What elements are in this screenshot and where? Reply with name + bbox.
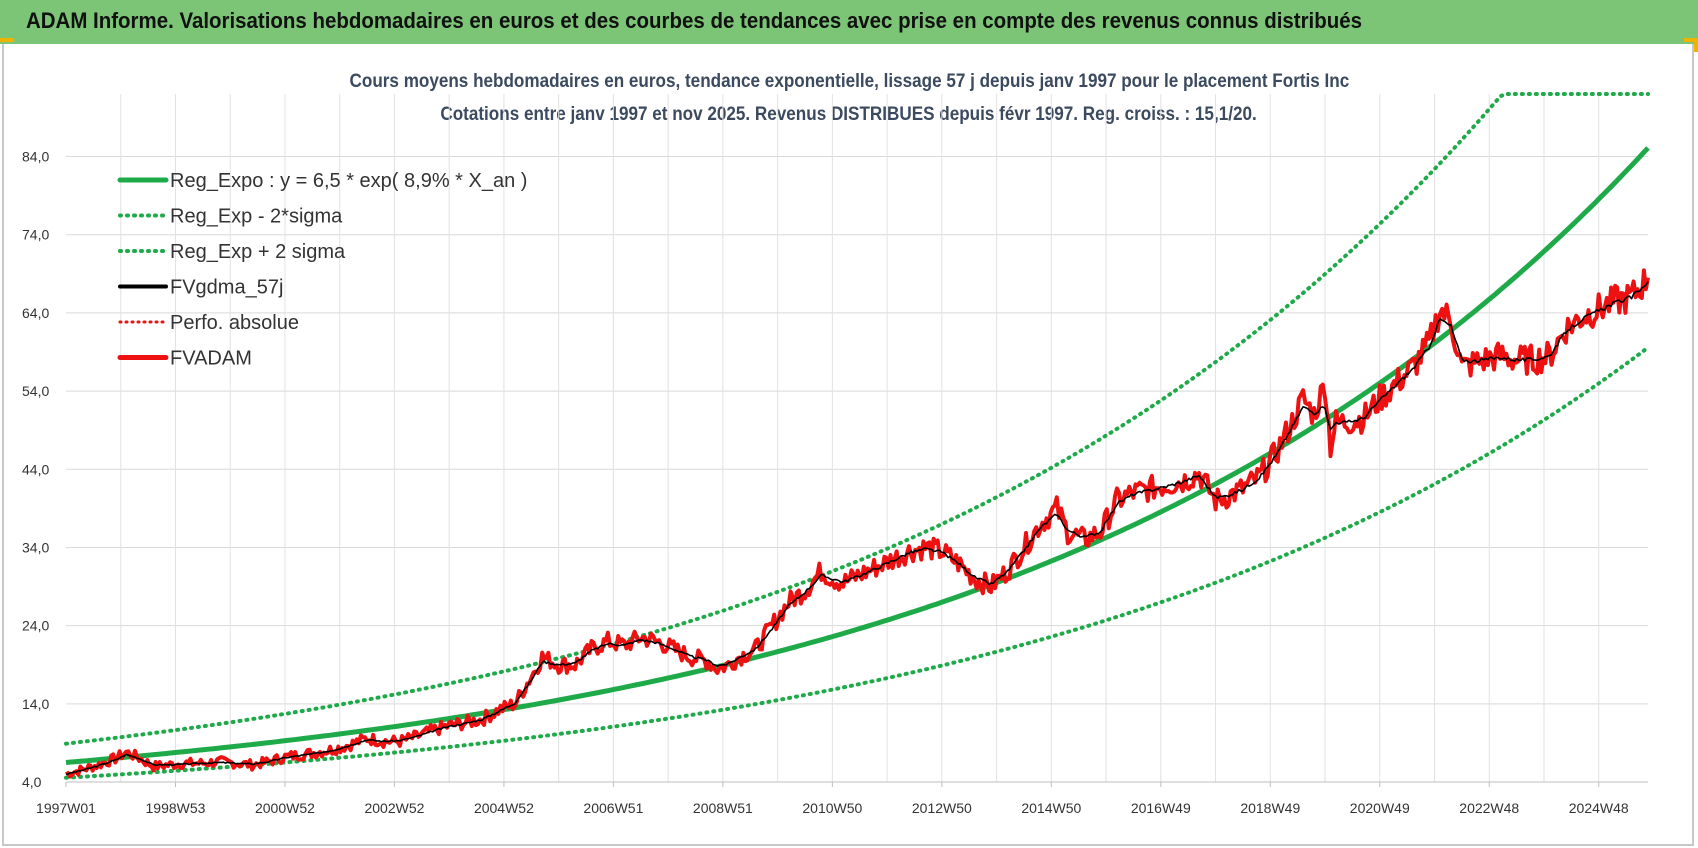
x-tick-label: 2016W49 xyxy=(1131,800,1191,816)
trend-upper-2sigma-line xyxy=(64,92,1650,746)
y-tick-label: 4,0 xyxy=(22,774,42,790)
x-tick-label: 2010W50 xyxy=(802,800,862,816)
y-tick-label: 84,0 xyxy=(22,149,49,165)
x-tick-label: 2022W48 xyxy=(1459,800,1519,816)
legend: Reg_Expo : y = 6,5 * exp( 8,9% * X_an ) R… xyxy=(117,170,527,370)
x-tick-label: 2012W50 xyxy=(912,800,972,816)
corner-marker-left xyxy=(0,38,14,42)
corner-marker-right-vertical xyxy=(1694,38,1698,52)
report-banner: ADAM Informe. Valorisations hebdomadaire… xyxy=(0,0,1698,44)
grid-lines xyxy=(65,94,1648,787)
legend-label: Reg_Exp + 2 sigma xyxy=(170,241,346,263)
y-tick-label: 74,0 xyxy=(22,227,49,243)
x-tick-label: 2008W51 xyxy=(693,800,753,816)
trend-lower-2sigma-line xyxy=(64,345,1650,780)
legend-label: FVgdma_57j xyxy=(170,277,283,299)
y-tick-label: 64,0 xyxy=(22,305,49,321)
corner-marker-right xyxy=(1684,38,1698,42)
y-tick-label: 14,0 xyxy=(22,696,49,712)
legend-label: Perfo. absolue xyxy=(170,312,299,334)
x-tick-label: 1998W53 xyxy=(146,800,206,816)
x-tick-label: 2002W52 xyxy=(364,800,424,816)
fvadam-line xyxy=(65,268,1650,779)
chart-title-line1: Cours moyens hebdomadaires en euros, ten… xyxy=(349,71,1349,92)
x-tick-label: 2006W51 xyxy=(583,800,643,816)
y-tick-label: 44,0 xyxy=(22,461,49,477)
axis-labels: 4,0 14,0 24,0 34,0 44,0 54,0 64,0 74,0 84,0 1997W… xyxy=(22,149,1629,816)
legend-label: FVADAM xyxy=(170,348,252,370)
legend-label: Reg_Expo : y = 6,5 * exp( 8,9% * X_an ) xyxy=(170,170,527,192)
x-tick-label: 2000W52 xyxy=(255,800,315,816)
x-tick-label: 2018W49 xyxy=(1240,800,1300,816)
x-tick-label: 2024W48 xyxy=(1569,800,1629,816)
chart-frame xyxy=(2,44,1694,846)
y-tick-label: 34,0 xyxy=(22,539,49,555)
series-lines xyxy=(64,92,1650,780)
legend-label: Reg_Exp - 2*sigma xyxy=(170,206,343,228)
fvgdma-57j-line xyxy=(65,281,1649,776)
trend-regression-line xyxy=(65,146,1650,765)
x-tick-label: 2014W50 xyxy=(1021,800,1081,816)
y-tick-label: 24,0 xyxy=(22,618,49,634)
x-tick-label: 1997W01 xyxy=(36,800,96,816)
x-tick-label: 2020W49 xyxy=(1350,800,1410,816)
x-tick-label: 2004W52 xyxy=(474,800,534,816)
report-title: ADAM Informe. Valorisations hebdomadaire… xyxy=(26,8,1363,33)
chart-title-line2: Cotations entre janv 1997 et nov 2025. R… xyxy=(440,104,1258,125)
y-tick-label: 54,0 xyxy=(22,383,49,399)
